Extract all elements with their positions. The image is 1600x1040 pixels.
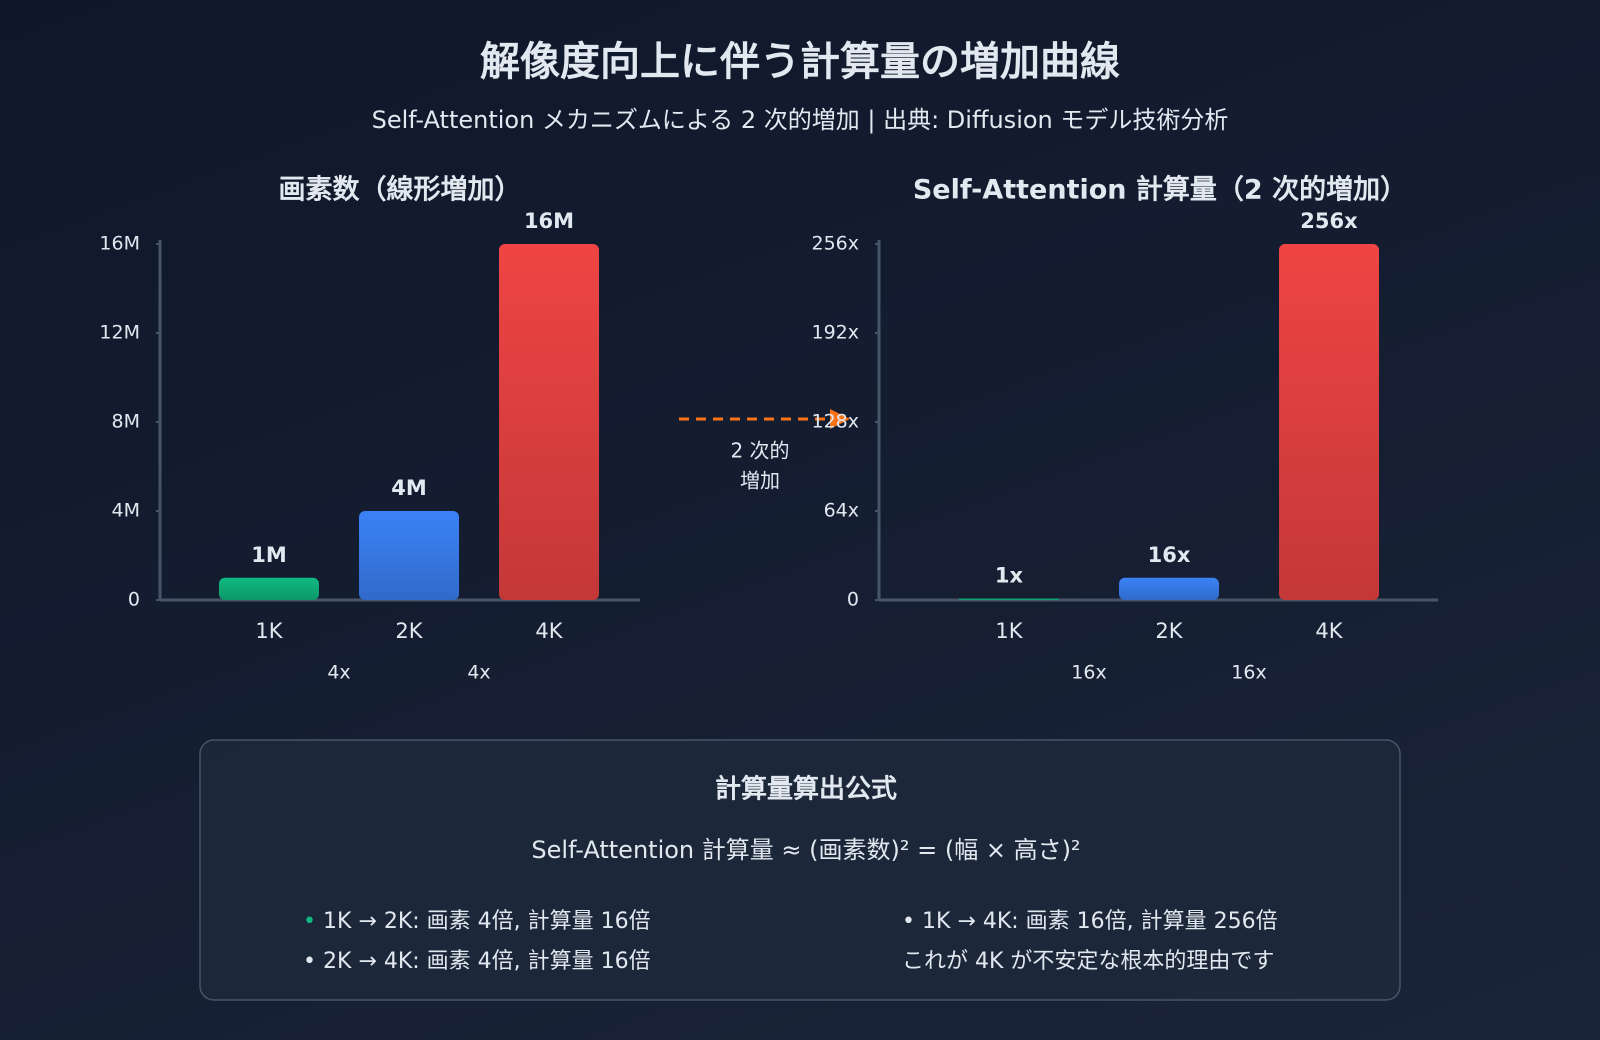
box-title: 計算量算出公式 (715, 774, 897, 805)
bar-chart: Self-Attention 計算量（2 次的増加） 0 64x 128x 192x 25… (811, 174, 1438, 684)
bar-chart: 画素数（線形増加） 0 4M 8M 12M 16M 1M 1K 4M 2K 16M 4K 4x 4x (99, 174, 640, 684)
box-frame (199, 739, 1401, 1001)
bar-shade (1119, 577, 1219, 600)
x-tick-label: 2K (395, 619, 423, 643)
arrow-label: 2 次的 (730, 439, 789, 463)
y-tick-label: 12M (99, 322, 140, 344)
value-label: 4M (391, 476, 427, 500)
note: • 1K → 2K: 画素 4倍, 計算量 16倍 (303, 909, 651, 934)
chart-title: 画素数（線形増加） (279, 174, 522, 206)
note: • 2K → 4K: 画素 4倍, 計算量 16倍 (303, 949, 651, 974)
chart-title: Self-Attention 計算量（2 次的増加） (913, 174, 1407, 206)
y-tick-label: 128x (811, 411, 859, 433)
formula-box: 計算量算出公式 Self-Attention 計算量 ≈ (画素数)² = (幅… (199, 739, 1401, 1001)
value-label: 16M (524, 209, 574, 233)
page-subtitle: Self-Attention メカニズムによる 2 次的増加 | 出典: Dif… (372, 106, 1229, 134)
x-tick-label: 4K (535, 619, 563, 643)
ratio-label: 4x (467, 662, 490, 684)
note-text: 1K → 4K: 画素 16倍, 計算量 256倍 (922, 909, 1278, 934)
page-title: 解像度向上に伴う計算量の増加曲線 (480, 39, 1120, 85)
y-tick-label: 0 (128, 589, 140, 611)
y-tick-label: 16M (99, 233, 140, 255)
ratio-label: 16x (1071, 662, 1106, 684)
note-text: 1K → 2K: 画素 4倍, 計算量 16倍 (323, 909, 651, 934)
bar-shade (499, 244, 599, 600)
ratio-label: 16x (1231, 662, 1266, 684)
ratio-label: 4x (327, 662, 350, 684)
bullet: • (902, 909, 922, 934)
y-tick-label: 0 (847, 589, 859, 611)
y-tick-label: 8M (112, 411, 140, 433)
value-label: 1x (995, 564, 1024, 588)
x-tick-label: 4K (1315, 619, 1343, 643)
y-tick-label: 192x (811, 322, 859, 344)
value-label: 1M (251, 543, 287, 567)
formula: Self-Attention 計算量 ≈ (画素数)² = (幅 × 高さ)² (531, 836, 1080, 864)
bar-shade (359, 511, 459, 600)
value-label: 16x (1148, 543, 1191, 567)
bar-shade (1279, 244, 1379, 600)
bullet: • (303, 949, 323, 974)
arrow-head (830, 409, 850, 429)
bullet: • (303, 909, 323, 934)
note-text: これが 4K が不安定な根本的理由です (902, 949, 1274, 974)
value-label: 256x (1300, 209, 1358, 233)
x-tick-label: 1K (995, 619, 1023, 643)
note: • 1K → 4K: 画素 16倍, 計算量 256倍 (902, 909, 1278, 934)
y-tick-label: 64x (824, 500, 859, 522)
growth-arrow: 2 次的 増加 (679, 409, 850, 493)
x-tick-label: 1K (255, 619, 283, 643)
arrow-label: 増加 (740, 469, 780, 493)
y-tick-label: 256x (811, 233, 859, 255)
y-tick-label: 4M (112, 500, 140, 522)
note-text: 2K → 4K: 画素 4倍, 計算量 16倍 (323, 949, 651, 974)
x-tick-label: 2K (1155, 619, 1183, 643)
bar-shade (959, 598, 1059, 600)
bar-shade (219, 577, 319, 600)
